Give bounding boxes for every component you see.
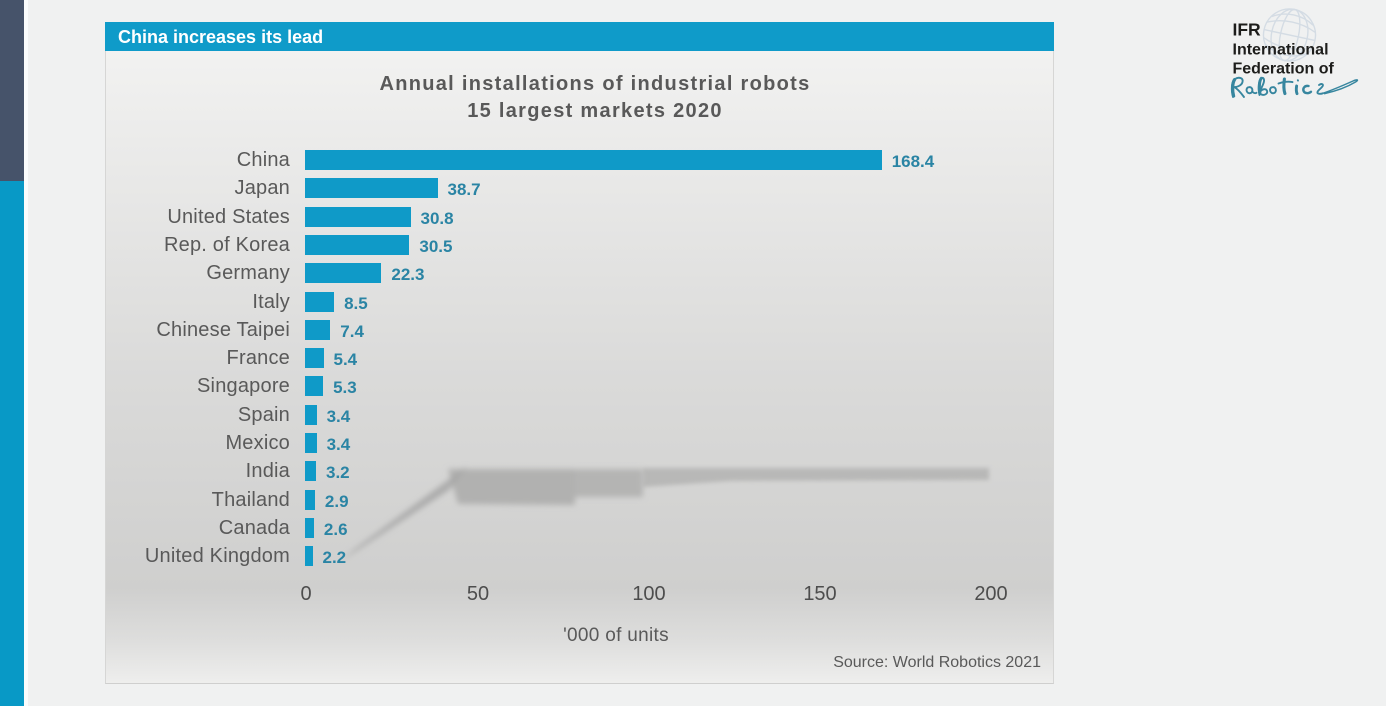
svg-text:International: International xyxy=(1233,42,1329,59)
svg-text:IFR: IFR xyxy=(1233,20,1262,40)
svg-text:Federation of: Federation of xyxy=(1233,61,1335,78)
